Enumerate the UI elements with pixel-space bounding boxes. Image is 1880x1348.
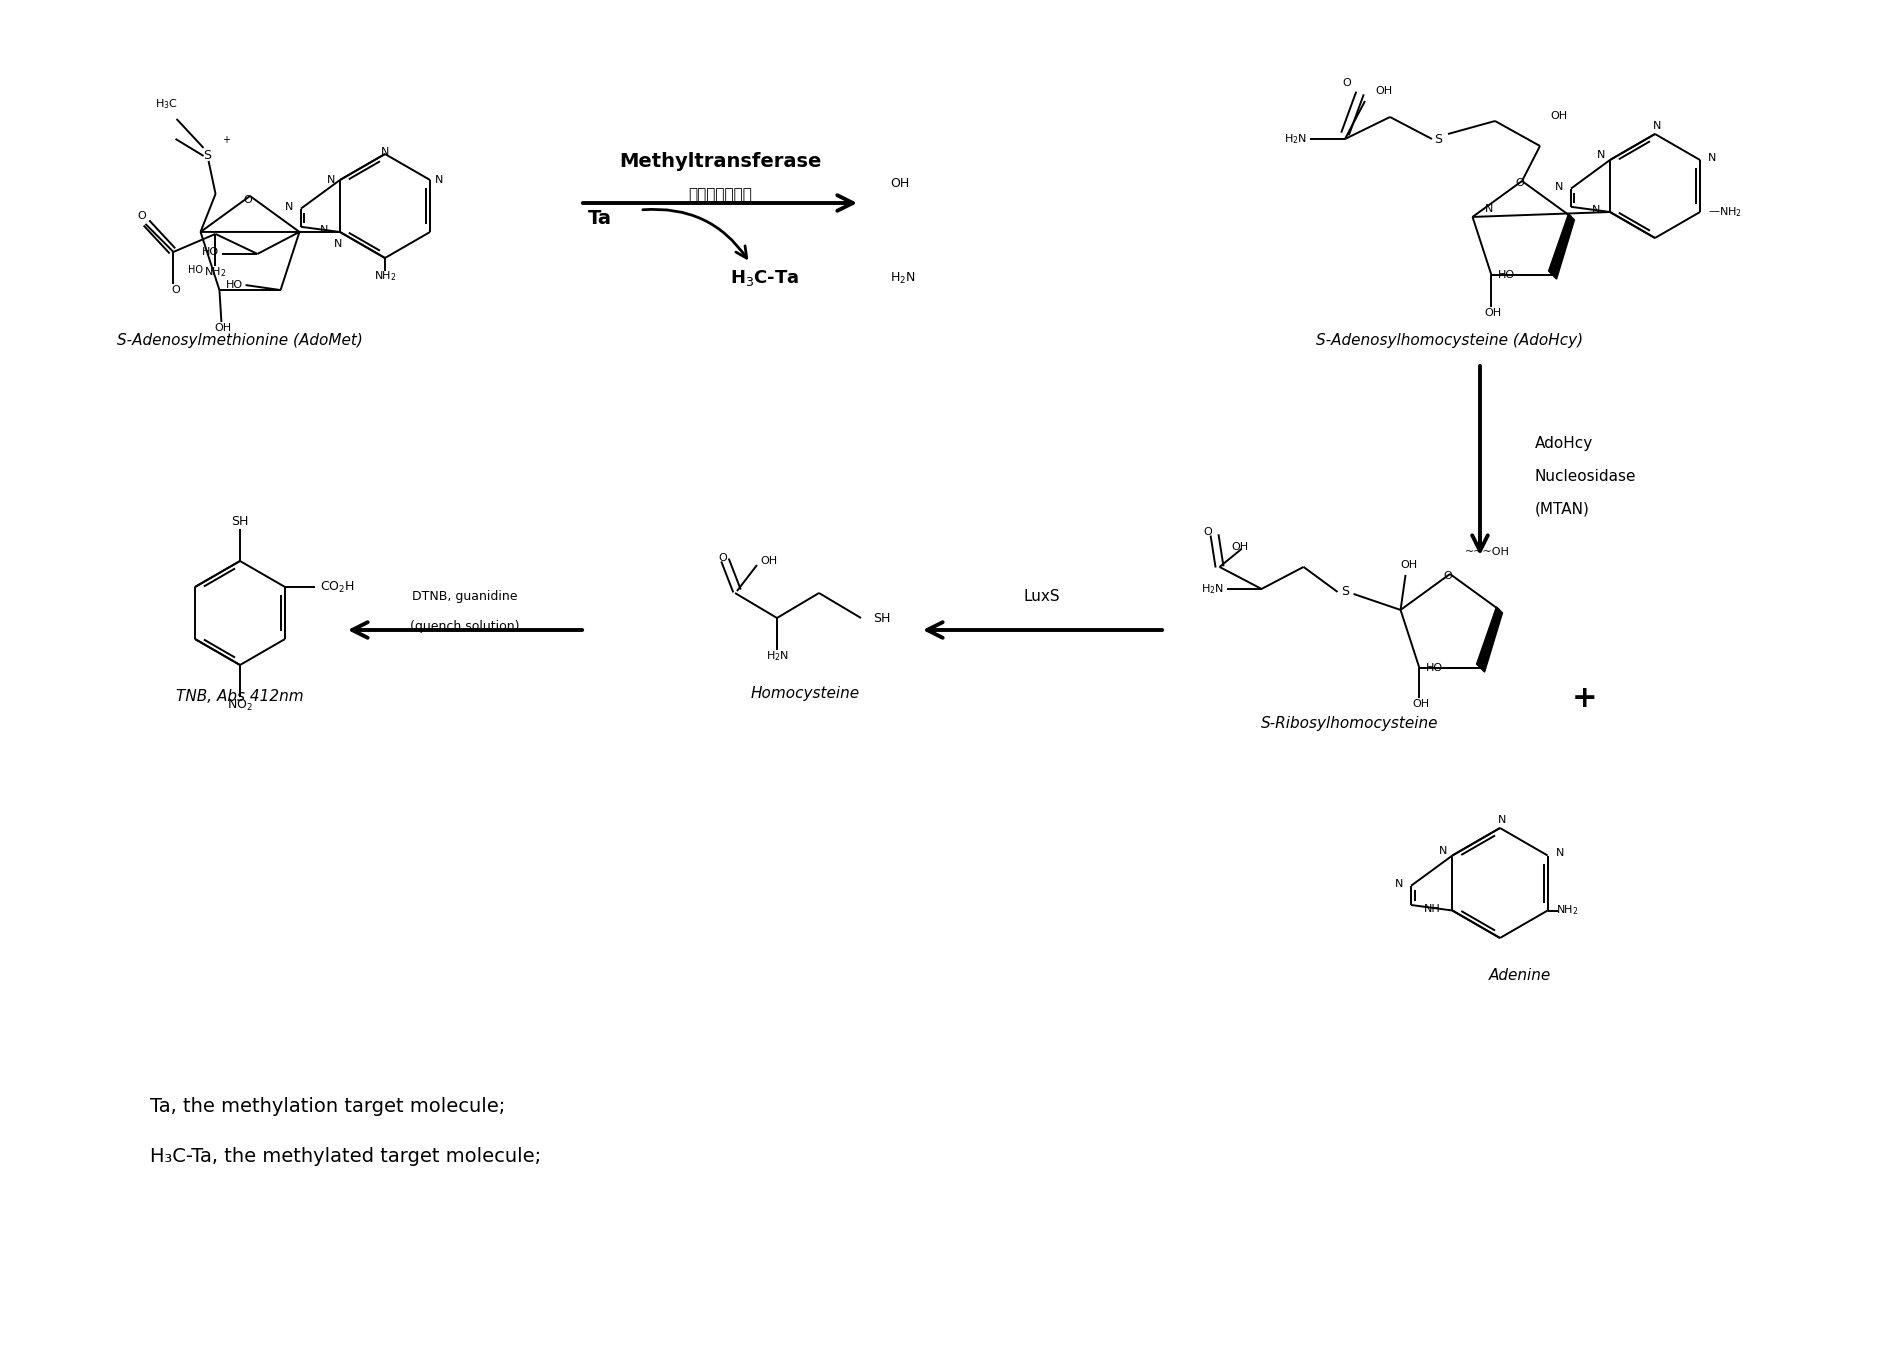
Text: O: O [718,553,728,563]
Text: SH: SH [231,515,248,527]
Text: OH: OH [214,324,231,333]
Text: H$_2$N: H$_2$N [1284,132,1307,146]
Text: —NH$_2$: —NH$_2$ [1709,205,1741,218]
Text: Ta: Ta [588,209,613,228]
Text: SH: SH [872,612,891,624]
Text: OH: OH [1485,309,1502,318]
Text: HO: HO [188,266,203,275]
Text: N: N [1555,182,1562,191]
Text: N: N [327,175,335,185]
Text: NO$_2$: NO$_2$ [227,697,254,713]
Text: NH$_2$: NH$_2$ [374,270,397,283]
Text: N: N [335,239,342,249]
Text: N: N [284,202,293,212]
Text: Methyltransferase: Methyltransferase [619,151,822,170]
Text: O: O [137,210,147,221]
Text: OH: OH [1414,700,1431,709]
Text: H$_3$C-Ta: H$_3$C-Ta [729,268,799,288]
Text: H$_2$N: H$_2$N [1201,582,1224,596]
Text: N: N [1498,816,1506,825]
Text: +: + [1572,683,1598,713]
Text: N: N [1592,205,1600,214]
Text: N: N [1709,154,1716,163]
Text: OH: OH [1549,111,1568,121]
Text: (quench solution): (quench solution) [410,620,519,632]
Text: N: N [1395,879,1402,888]
Text: TNB, Abs 412nm: TNB, Abs 412nm [177,689,305,704]
Text: OH: OH [1401,559,1418,570]
Text: (MTAN): (MTAN) [1534,501,1590,516]
Text: DTNB, guanidine: DTNB, guanidine [412,589,517,603]
Text: HO: HO [226,280,243,290]
Text: OH: OH [891,177,910,190]
Text: O: O [1203,527,1213,537]
Text: OH: OH [1231,542,1248,551]
Text: Homocysteine: Homocysteine [750,686,859,701]
Text: HO: HO [1498,270,1515,280]
Text: H$_3$C: H$_3$C [154,97,179,111]
Text: CO$_2$H: CO$_2$H [320,580,355,594]
Text: N: N [1596,150,1606,160]
Text: N: N [434,175,444,185]
Text: N: N [382,147,389,156]
Text: Nucleosidase: Nucleosidase [1534,469,1636,484]
Text: N: N [320,225,327,235]
Text: S: S [1342,585,1350,599]
Text: O: O [244,195,252,205]
Text: NH$_2$: NH$_2$ [205,266,227,279]
Text: S: S [1434,132,1442,146]
Text: OH: OH [1374,86,1391,96]
Text: LuxS: LuxS [1025,589,1060,604]
Text: N: N [1438,845,1448,856]
Text: ~~~OH: ~~~OH [1465,547,1510,557]
Text: +: + [222,135,229,146]
Text: HO: HO [1425,663,1442,673]
Text: （甲基转移酶）: （甲基转移酶） [688,187,752,202]
Text: N: N [1653,121,1662,131]
Text: S-Adenosylmethionine (AdoMet): S-Adenosylmethionine (AdoMet) [117,333,363,348]
Text: NH: NH [1423,903,1440,914]
Text: HO: HO [203,247,220,257]
Polygon shape [1476,607,1502,673]
Polygon shape [1549,214,1574,279]
Text: S: S [203,150,212,162]
Text: N: N [1485,204,1493,214]
Text: H$_2$N: H$_2$N [889,271,916,286]
Text: N: N [1555,848,1564,859]
Text: O: O [1444,572,1453,581]
Text: AdoHcy: AdoHcy [1534,435,1592,450]
Text: Ta, the methylation target molecule;: Ta, the methylation target molecule; [150,1096,506,1116]
Text: O: O [1342,78,1352,88]
Text: H₃C-Ta, the methylated target molecule;: H₃C-Ta, the methylated target molecule; [150,1147,541,1166]
Text: OH: OH [760,555,776,566]
Text: O: O [1515,178,1525,187]
Text: H$_2$N: H$_2$N [765,650,788,663]
Text: S-Adenosylhomocysteine (AdoHcy): S-Adenosylhomocysteine (AdoHcy) [1316,333,1583,348]
Text: O: O [171,284,180,295]
Text: S-Ribosylhomocysteine: S-Ribosylhomocysteine [1261,716,1438,731]
Text: Adenine: Adenine [1489,968,1551,983]
Text: NH$_2$: NH$_2$ [1555,903,1577,918]
